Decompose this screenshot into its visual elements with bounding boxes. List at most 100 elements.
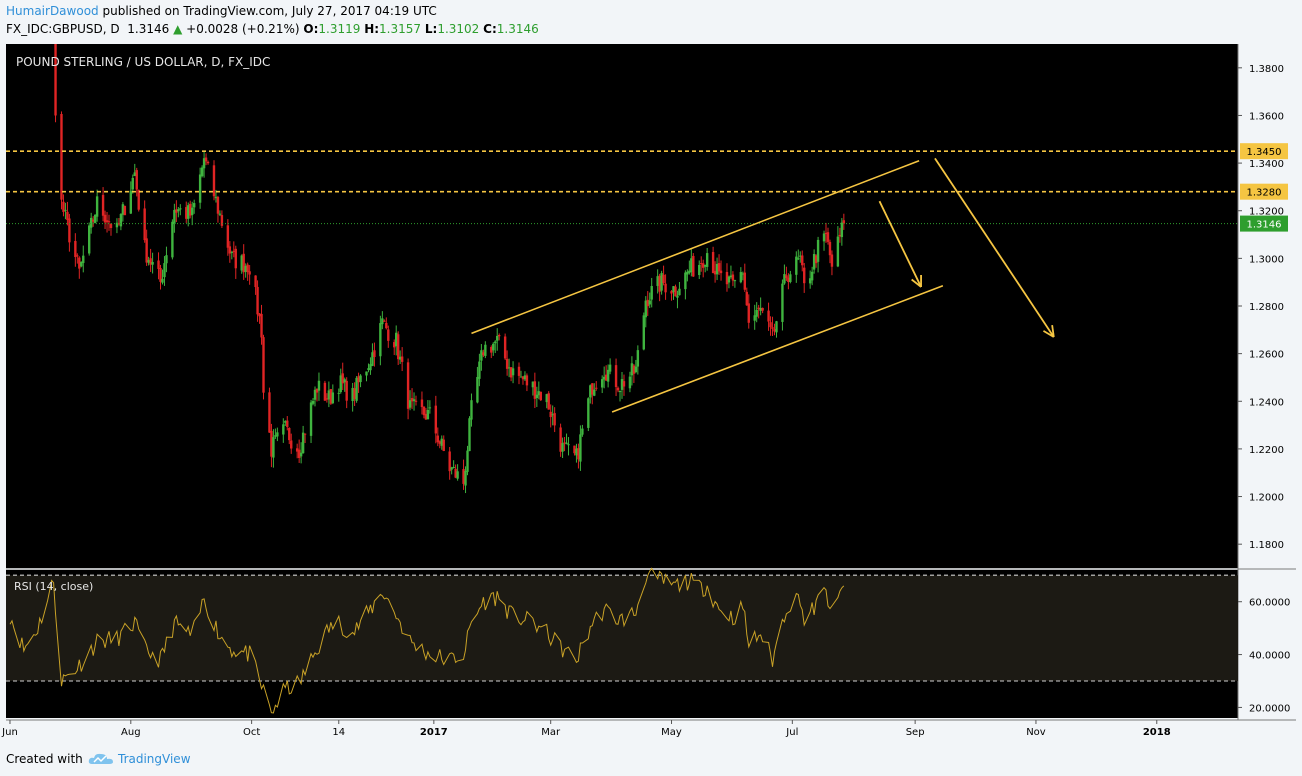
candle-body [589,385,592,398]
candle-body [133,172,136,176]
candle-body [315,388,319,393]
candle-body [244,265,247,272]
candle-body [107,221,111,223]
candle-body [442,439,445,451]
price-tick-label: 1.2200 [1249,445,1284,456]
time-tick-label: Nov [1026,727,1046,738]
tradingview-link[interactable]: TradingView [118,752,191,766]
candle-body [270,430,273,457]
candle-body [503,336,507,359]
candle-body [93,214,97,223]
candle-body [74,240,77,258]
candle-body [545,394,548,403]
rsi-axis[interactable]: 60.0000 40.0000 20.0000 [1238,598,1290,715]
candle-body [385,322,388,329]
candle-body [484,344,487,356]
candle-body [440,438,443,446]
candle-body [828,241,832,256]
price-pane[interactable] [6,40,1238,494]
candle-body [286,420,289,427]
candle-body [341,373,344,384]
candle-body [496,335,499,341]
price-axis[interactable]: 1.3450 1.3280 1.3146 1.3800 1.3600 1.3400 1.32… [1238,64,1288,551]
candle-body [561,443,564,452]
candle-body [703,264,707,267]
candle-body [88,225,91,254]
candle-body [535,394,539,399]
candle-body [89,217,93,228]
candle-body [109,223,113,228]
author-link[interactable]: HumairDawood [6,4,99,18]
candle-body [618,390,622,392]
candle-body [115,222,119,228]
candle-body [731,274,735,281]
long-arrow-head [1042,330,1055,338]
candle-body [656,276,659,286]
close-label: C: [483,22,497,36]
close-value: 1.3146 [496,22,539,36]
level-label: 1.3280 [1247,188,1282,199]
candle-body [438,441,441,444]
candle-body [808,278,812,284]
candle-body [117,223,121,225]
candle-body [816,239,820,262]
candle-body [581,428,584,435]
candle-body [579,434,582,462]
level-label-bg [1240,143,1288,160]
chart-title: POUND STERLING / US DOLLAR, D, FX_IDC [16,55,270,69]
candle-body [761,307,764,311]
change-value: +0.0028 (+0.21%) [186,22,300,36]
level-label: 1.3146 [1247,220,1282,231]
rsi-pane[interactable] [6,567,1238,714]
candle-body [539,391,542,401]
price-tick-label: 1.3200 [1249,207,1284,218]
candle-body [422,406,426,416]
candle-body [727,276,731,283]
candle-body [565,442,568,445]
candle-body [297,449,301,458]
candle-body [282,424,285,435]
candle-body [198,174,202,203]
candle-body [812,254,816,270]
candle-body [729,275,733,278]
time-tick-label: Oct [243,727,260,738]
candle-body [147,260,150,263]
candle-body [173,209,176,225]
candle-body [258,313,261,317]
candle-body [189,203,192,216]
footer: Created with TradingView [0,742,1302,776]
candle-body [268,392,271,433]
candle-body [101,194,105,216]
candle-body [371,352,374,366]
candle-body [787,277,790,283]
candle-body [343,379,346,383]
candle-body [408,400,412,408]
candle-body [379,323,382,357]
candle-body [783,274,786,284]
candle-body [448,451,451,472]
candle-body [531,381,535,388]
candle-body [240,255,243,271]
symbol-label: FX_IDC:GBPUSD, D [6,22,120,36]
candle-body [78,257,81,269]
rsi-band-fill [6,575,1238,681]
last-price: 1.3146 [127,22,170,36]
candle-body [803,267,806,284]
candle-body [505,358,509,369]
candle-body [232,250,235,252]
candle-body [575,448,578,456]
open-value: 1.3119 [318,22,361,36]
candle-body [177,209,180,212]
price-axis-bg [1238,44,1296,568]
price-tick-label: 1.1800 [1249,540,1284,551]
candle-body [202,158,206,169]
candle-body [175,209,178,213]
time-axis[interactable]: Jun Aug Oct 14 2017 Mar May Jul Sep Nov 2018 [1,720,1171,738]
candle-body [410,398,414,402]
candle-body [478,361,481,379]
candle-body [226,225,230,248]
candle-body [577,448,580,460]
candle-body [801,255,804,266]
candle-body [636,350,640,367]
chart-canvas[interactable]: 1.3450 1.3280 1.3146 1.3800 1.3600 1.3400 1.32… [0,40,1302,742]
